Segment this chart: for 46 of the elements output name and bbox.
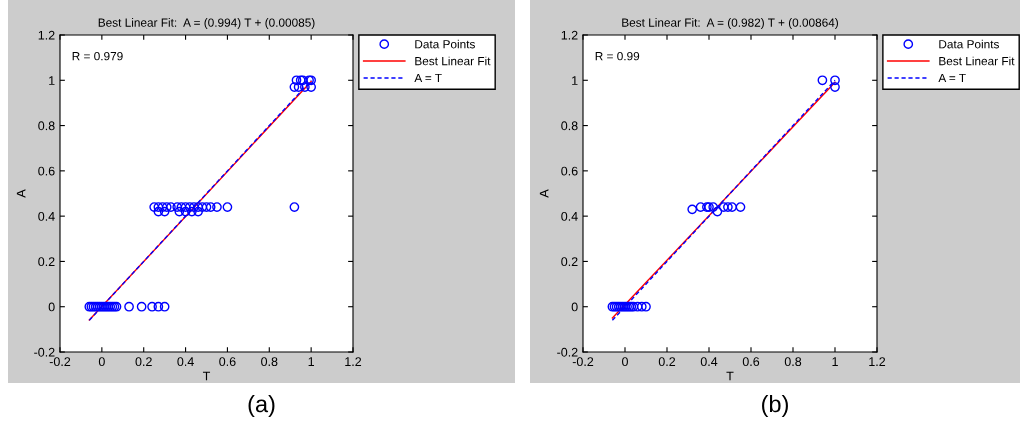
y-tick-label: -0.2	[557, 347, 578, 357]
x-axis-title: T	[726, 371, 734, 381]
legend-label: A = T	[414, 73, 442, 83]
y-axis-title: A	[16, 189, 26, 198]
legend-label: A = T	[938, 73, 966, 83]
x-tick-label: 1	[832, 357, 838, 366]
x-tick-label: 0.2	[658, 357, 676, 367]
x-tick-label: 1.2	[869, 357, 886, 366]
legend-label: Data Points	[939, 39, 999, 49]
y-tick-label: 0.6	[38, 166, 55, 176]
y-tick-label: 1.2	[38, 30, 55, 40]
y-tick-label: 0	[48, 302, 55, 312]
x-tick-label: 0.8	[261, 357, 278, 367]
y-tick-label: 0.4	[38, 211, 55, 221]
text: (b)	[762, 394, 788, 417]
y-tick-label: 0.2	[38, 257, 55, 267]
y-tick-label: 1.2	[561, 30, 578, 40]
y-tick-label: 0.2	[561, 257, 578, 267]
x-tick-label: 0	[98, 357, 105, 367]
y-tick-label: 0.4	[561, 211, 578, 221]
x-tick-label: 1	[308, 357, 315, 366]
y-tick-label: -0.2	[34, 347, 55, 357]
x-axis-title: T	[202, 371, 211, 381]
legend-label: Best Linear Fit	[415, 56, 491, 66]
text: (a)	[248, 394, 275, 417]
y-tick-label: 0.6	[561, 166, 578, 176]
y-axis-title: A	[539, 189, 549, 198]
x-tick-label: 0.8	[784, 357, 802, 367]
x-tick-label: 0.6	[219, 357, 236, 367]
y-tick-label: 1	[572, 76, 578, 85]
chart-title: Best Linear Fit: A = (0.994) T + (0.00085)	[98, 18, 315, 30]
chart-title: Best Linear Fit: A = (0.982) T + (0.00864)	[622, 18, 838, 30]
annotation: R = 0.99	[595, 52, 640, 61]
x-tick-label: 0.4	[700, 357, 718, 367]
legend-label: Data Points	[415, 39, 475, 49]
y-tick-label: 0	[571, 302, 578, 312]
y-tick-label: 0.8	[561, 121, 578, 131]
x-tick-label: 0.2	[135, 357, 152, 367]
y-tick-label: 0.8	[38, 121, 55, 131]
x-tick-label: 1.2	[345, 357, 362, 366]
annotation: R = 0.979	[72, 52, 123, 61]
legend-label: Best Linear Fit	[939, 56, 1015, 66]
x-tick-label: 0.4	[177, 357, 194, 367]
x-tick-label: 0	[622, 357, 628, 367]
x-tick-label: 0.6	[742, 357, 760, 367]
y-tick-label: 1	[49, 76, 55, 85]
